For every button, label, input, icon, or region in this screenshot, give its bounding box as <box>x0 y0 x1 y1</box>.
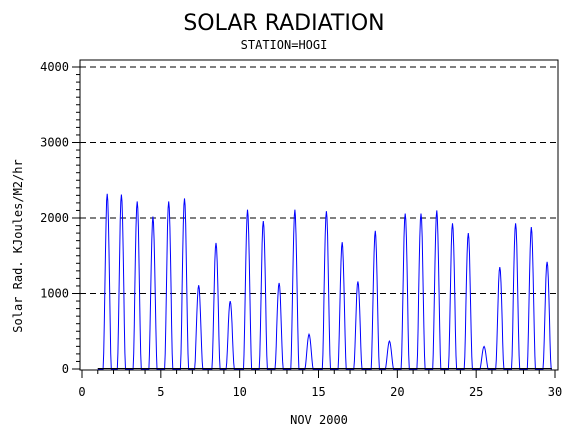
x-tick-label: 10 <box>232 385 246 399</box>
y-tick-label: 3000 <box>40 136 69 150</box>
x-tick-label: 20 <box>390 385 404 399</box>
x-axis-label: NOV 2000 <box>290 413 348 427</box>
y-tick-label: 1000 <box>40 287 69 301</box>
x-tick-label: 0 <box>78 385 85 399</box>
y-axis-ticks: 0 1000 2000 3000 4000 <box>40 60 80 376</box>
y-tick-label: 4000 <box>40 60 69 74</box>
x-tick-label: 15 <box>311 385 325 399</box>
plot-frame <box>79 59 559 371</box>
y-axis-label: Solar Rad. KJoules/M2/hr <box>11 159 25 332</box>
x-axis-ticks: 0 5 10 15 20 25 30 <box>78 370 562 399</box>
x-tick-label: 25 <box>469 385 483 399</box>
chart-title: SOLAR RADIATION <box>183 11 384 36</box>
series-line-blue <box>97 193 552 370</box>
minor-ticks <box>76 74 540 374</box>
y-tick-label: 0 <box>62 362 69 376</box>
x-tick-label: 30 <box>548 385 562 399</box>
y-tick-label: 2000 <box>40 211 69 225</box>
chart-subtitle: STATION=HOGI <box>241 38 328 52</box>
x-tick-label: 5 <box>157 385 164 399</box>
series-layer <box>97 193 552 370</box>
